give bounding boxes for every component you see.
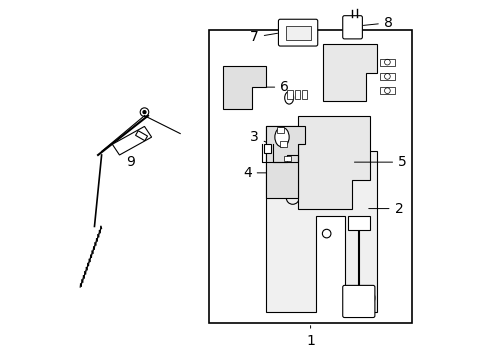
Bar <box>285 26 310 40</box>
Ellipse shape <box>284 91 293 104</box>
Polygon shape <box>298 116 369 208</box>
Polygon shape <box>265 126 305 198</box>
Text: 7: 7 <box>249 30 277 44</box>
Bar <box>301 90 306 99</box>
Bar <box>264 144 271 153</box>
Polygon shape <box>323 44 376 102</box>
Bar <box>347 216 369 230</box>
Bar <box>287 90 292 99</box>
Text: 8: 8 <box>363 16 392 30</box>
Bar <box>208 30 411 323</box>
Bar <box>276 127 283 133</box>
Bar <box>294 90 299 99</box>
FancyBboxPatch shape <box>278 19 317 46</box>
Text: 5: 5 <box>354 155 406 169</box>
Text: 9: 9 <box>125 138 134 169</box>
Text: 2: 2 <box>368 202 403 216</box>
FancyBboxPatch shape <box>342 285 374 318</box>
Circle shape <box>143 111 145 113</box>
Bar <box>380 73 394 80</box>
Bar <box>380 87 394 94</box>
Polygon shape <box>112 126 151 155</box>
Ellipse shape <box>274 127 288 147</box>
Bar <box>135 131 147 141</box>
Bar <box>380 59 394 66</box>
FancyBboxPatch shape <box>342 16 362 39</box>
Text: 1: 1 <box>305 326 314 348</box>
Text: 3: 3 <box>249 130 268 144</box>
Bar <box>280 141 287 147</box>
Text: 4: 4 <box>243 166 271 180</box>
Polygon shape <box>223 66 265 109</box>
Text: 6: 6 <box>259 80 288 94</box>
Polygon shape <box>265 126 376 312</box>
Bar <box>283 156 290 161</box>
